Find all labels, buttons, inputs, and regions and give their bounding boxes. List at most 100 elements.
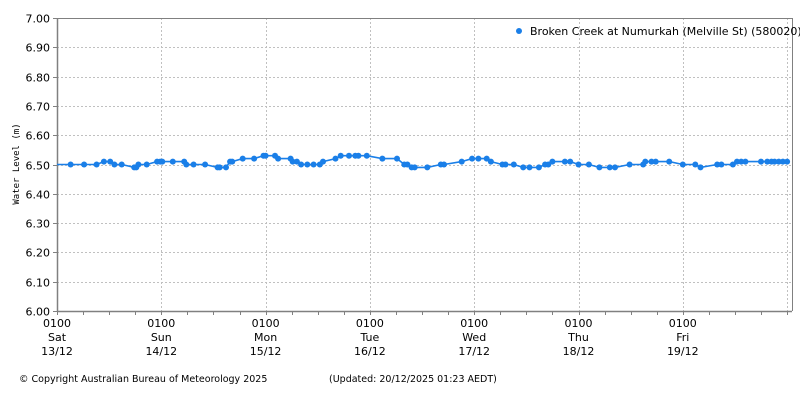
data-point	[379, 155, 386, 162]
data-point	[648, 158, 655, 165]
data-point	[404, 161, 411, 168]
data-point	[169, 158, 176, 165]
y-axis-title: Water Level (m)	[12, 123, 22, 204]
data-point	[67, 161, 74, 168]
data-series	[57, 152, 791, 171]
data-point	[223, 164, 229, 171]
data-point	[118, 161, 125, 168]
data-point	[666, 158, 673, 165]
y-tick-label: 6.00	[26, 306, 51, 319]
data-point	[718, 161, 725, 168]
data-point	[100, 158, 107, 165]
x-tick-label: 19/12	[667, 345, 699, 358]
y-tick-label: 6.70	[26, 101, 51, 114]
data-point	[346, 152, 352, 159]
data-point	[262, 152, 269, 159]
data-point	[738, 158, 745, 165]
data-point	[520, 164, 527, 171]
data-point	[107, 158, 114, 165]
data-point	[424, 164, 431, 171]
y-axis-ticks: 6.00 6.10 6.20 6.30 6.40 6.50 6.60 6.70 6.80 6.90…	[26, 13, 57, 319]
x-tick-label: 16/12	[354, 345, 386, 358]
x-axis-ticks: 0100Sat13/120100Sun14/120100Mon15/120100…	[41, 311, 788, 358]
data-point	[111, 161, 118, 168]
data-point	[475, 155, 482, 162]
data-point	[596, 164, 603, 171]
data-point	[779, 158, 786, 165]
data-point	[679, 161, 686, 168]
data-point	[304, 161, 311, 168]
x-tick-label: 0100	[252, 317, 280, 330]
data-point	[81, 161, 88, 168]
x-tick-label: Sat	[48, 331, 67, 344]
y-tick-label: 6.50	[26, 160, 51, 173]
x-tick-label: 0100	[147, 317, 175, 330]
data-point	[332, 155, 339, 162]
data-point	[202, 161, 209, 168]
data-point	[310, 161, 317, 168]
y-tick-label: 7.00	[26, 13, 51, 26]
data-point	[239, 155, 246, 162]
data-point	[567, 158, 574, 165]
data-point	[487, 158, 494, 165]
data-point	[606, 164, 613, 171]
x-tick-label: 18/12	[563, 345, 595, 358]
data-point	[764, 158, 771, 165]
x-tick-label: 17/12	[458, 345, 490, 358]
data-point	[458, 158, 465, 165]
data-point	[483, 155, 490, 162]
data-point	[714, 161, 721, 168]
data-point	[320, 158, 326, 165]
x-tick-label: Wed	[462, 331, 486, 344]
data-point	[183, 161, 190, 168]
data-point	[692, 161, 699, 168]
data-point	[289, 158, 296, 165]
x-tick-label: Thu	[567, 331, 589, 344]
y-tick-label: 6.90	[26, 42, 51, 55]
data-point	[775, 158, 782, 165]
data-point	[275, 155, 282, 162]
data-point	[561, 158, 568, 165]
water-level-chart: 6.00 6.10 6.20 6.30 6.40 6.50 6.60 6.70 6.80 6.90…	[12, 13, 800, 359]
data-point	[585, 161, 592, 168]
data-point	[626, 161, 633, 168]
data-point	[771, 158, 778, 165]
y-tick-label: 6.40	[26, 189, 51, 202]
data-point	[251, 155, 258, 162]
data-point	[784, 158, 791, 165]
data-point	[143, 161, 150, 168]
x-tick-label: 0100	[43, 317, 71, 330]
x-tick-label: Sun	[151, 331, 172, 344]
data-point	[135, 161, 142, 168]
y-tick-label: 6.80	[26, 72, 51, 85]
x-tick-label: 13/12	[41, 345, 73, 358]
data-point	[742, 158, 749, 165]
data-point	[697, 164, 704, 171]
x-tick-label: Tue	[360, 331, 380, 344]
x-tick-label: Fri	[676, 331, 689, 344]
x-tick-label: 0100	[356, 317, 384, 330]
x-tick-label: 0100	[669, 317, 697, 330]
data-point	[642, 158, 649, 165]
data-point	[441, 161, 447, 168]
y-tick-label: 6.20	[26, 247, 51, 260]
data-point	[469, 155, 476, 162]
data-point	[93, 161, 100, 168]
y-tick-label: 6.60	[26, 130, 51, 143]
data-point	[411, 164, 418, 171]
data-point	[293, 158, 300, 165]
x-tick-label: 0100	[460, 317, 488, 330]
data-point	[216, 164, 223, 171]
data-point	[363, 152, 370, 159]
x-tick-label: 14/12	[145, 345, 177, 358]
data-point	[159, 158, 166, 165]
data-point	[337, 152, 344, 159]
data-point	[758, 158, 764, 165]
data-point	[229, 158, 236, 165]
y-tick-label: 6.30	[26, 218, 51, 231]
copyright-text: © Copyright Australian Bureau of Meteoro…	[19, 374, 268, 385]
legend: Broken Creek at Numurkah (Melville St) (…	[516, 25, 800, 38]
x-tick-label: 15/12	[250, 345, 282, 358]
data-point	[526, 164, 533, 171]
x-tick-label: 0100	[565, 317, 593, 330]
